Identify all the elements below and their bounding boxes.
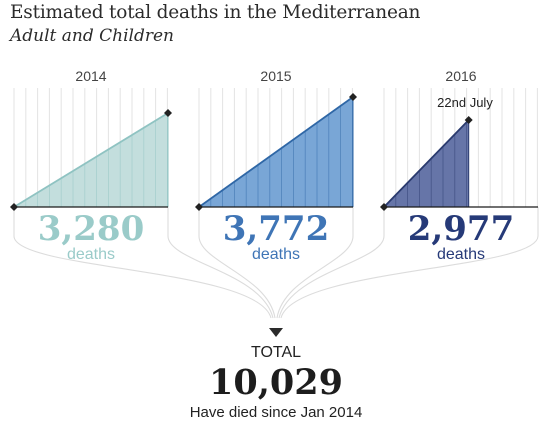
total-label: TOTAL [251, 344, 301, 361]
trend-line-2015 [198, 96, 354, 208]
area-dividers [25, 113, 169, 207]
deaths-label: deaths [67, 246, 115, 263]
connector-line [276, 207, 354, 319]
date-annotation: 22nd July [437, 95, 493, 110]
deaths-label: deaths [252, 246, 300, 263]
value-2015: 3,772 [223, 209, 329, 249]
trend-line-2014 [13, 112, 169, 208]
area-dividers [395, 120, 470, 207]
year-label: 2016 [445, 68, 476, 84]
connector-line [198, 207, 276, 319]
panel-2014: 2014 3,280 deaths [10, 68, 172, 263]
start-marker [195, 203, 203, 211]
panel-2015: 2015 3,772 deaths [195, 68, 357, 263]
end-marker [164, 109, 172, 117]
end-marker [464, 116, 473, 124]
year-label: 2015 [260, 68, 291, 84]
chart-subtitle: Adult and Children [10, 26, 174, 46]
total-note: Have died since Jan 2014 [190, 404, 363, 421]
connector-lines [13, 207, 539, 319]
start-marker [10, 203, 18, 211]
connector-line [278, 207, 385, 319]
value-2014: 3,280 [38, 209, 144, 249]
deaths-label: deaths [437, 246, 485, 263]
connector-line [280, 207, 539, 319]
down-arrow-icon [269, 328, 283, 337]
trend-line-2016 [383, 119, 470, 208]
end-marker [349, 93, 357, 101]
connector-line [167, 207, 274, 319]
panel-2016: 2016 22nd July 2,977 deaths [380, 68, 538, 263]
connector-line [13, 207, 272, 319]
start-marker [380, 203, 388, 211]
total-value: 10,029 [209, 362, 343, 403]
value-2016: 2,977 [408, 209, 514, 249]
chart-title: Estimated total deaths in the Mediterran… [10, 2, 421, 23]
area-dividers [210, 97, 354, 207]
year-label: 2014 [75, 68, 106, 84]
